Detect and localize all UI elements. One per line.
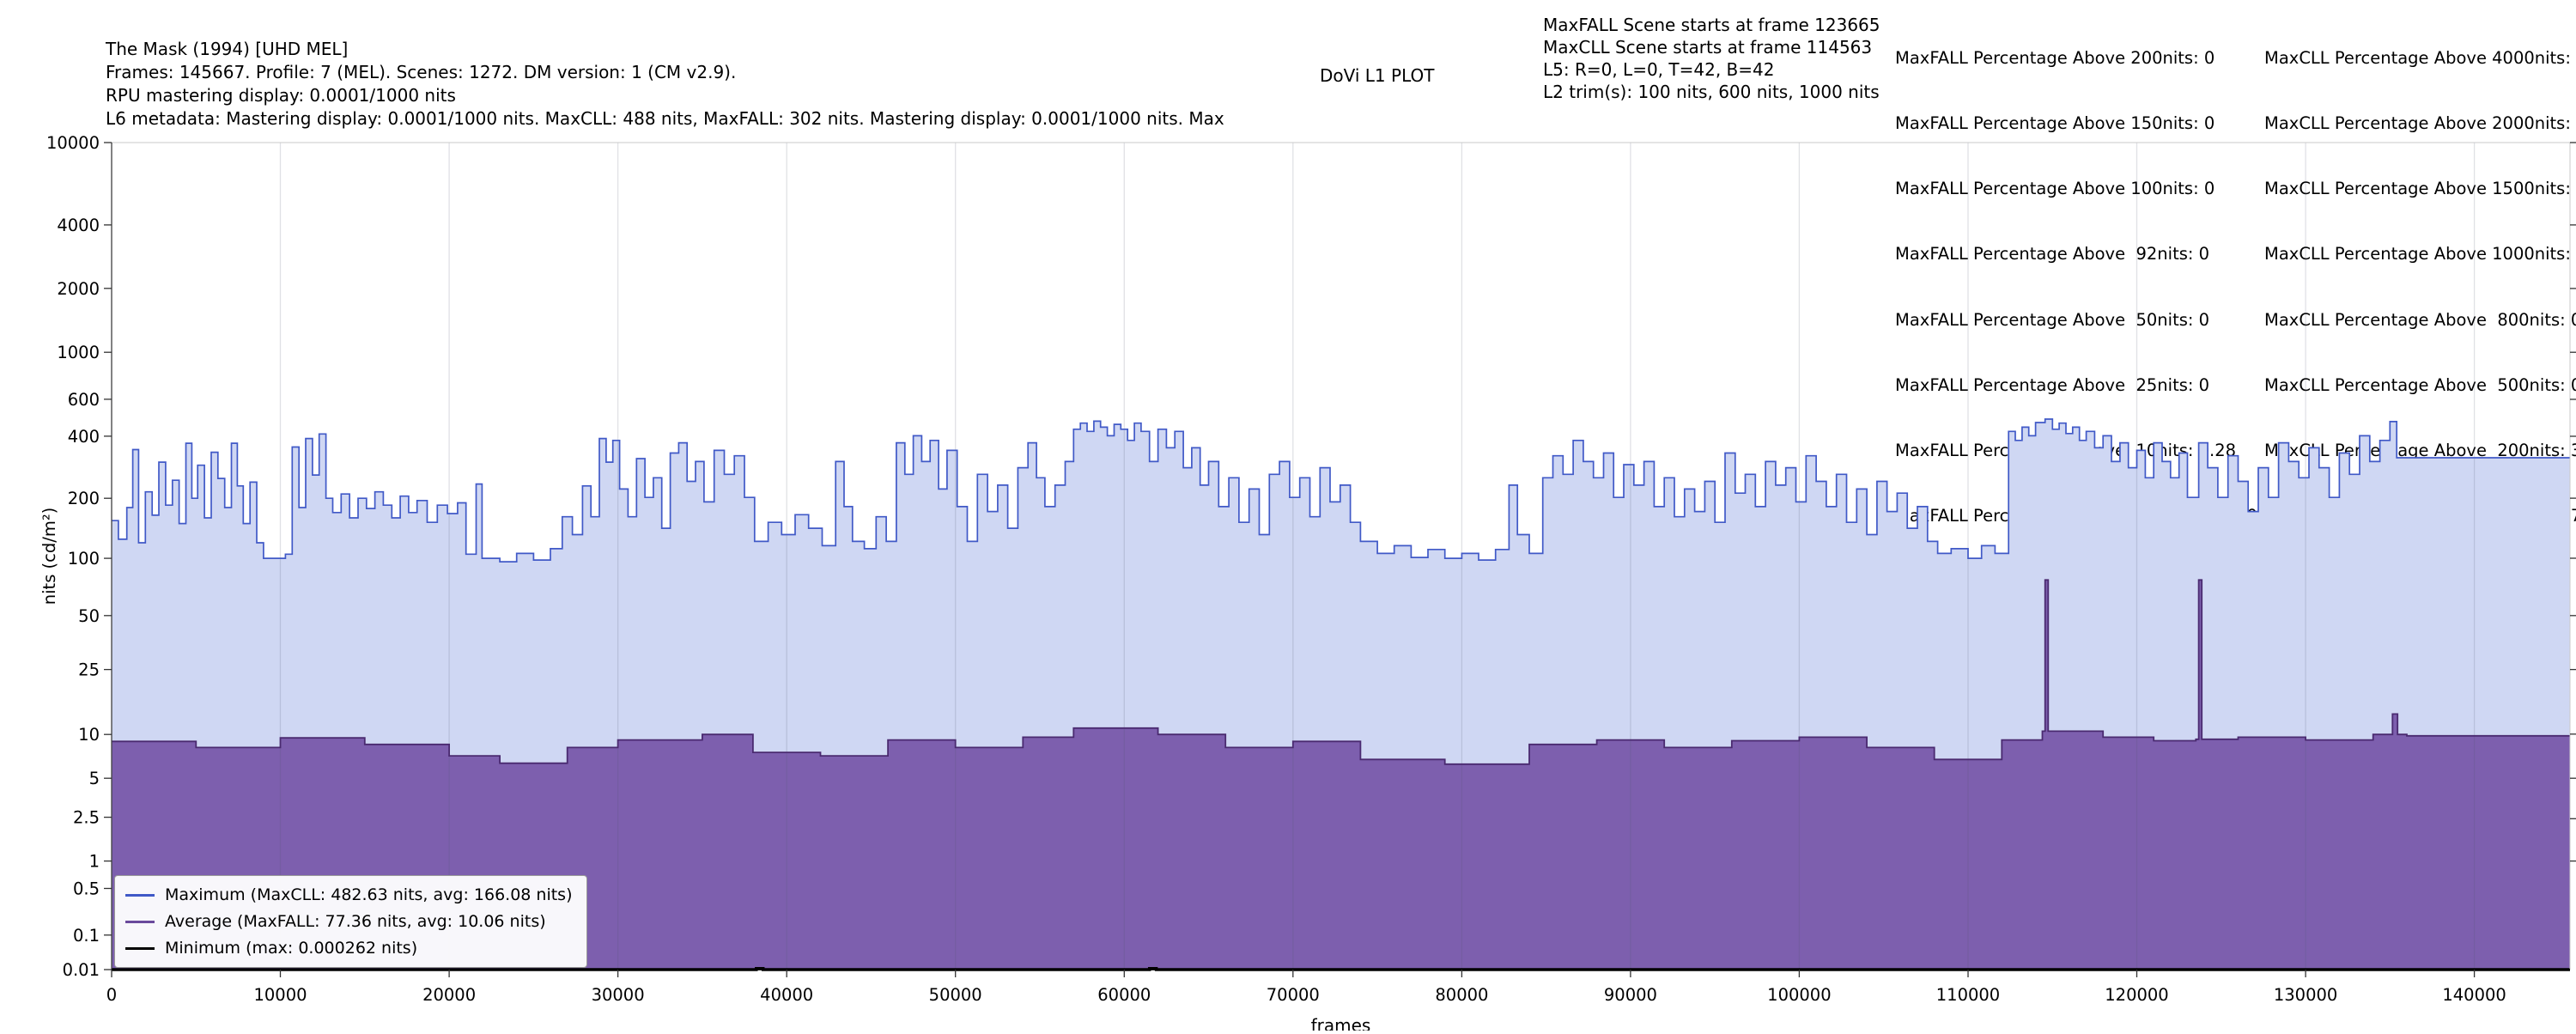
maxfall-stat-line: MaxFALL Percentage Above 100nits: 0: [1895, 179, 2215, 199]
minimum-line-swatch: [125, 946, 155, 950]
y-tick-label: 50: [78, 606, 100, 626]
l2-trims-line: L2 trim(s): 100 nits, 600 nits, 1000 nit…: [1543, 82, 1880, 102]
x-tick-label: 40000: [760, 985, 813, 1005]
x-tick-label: 120000: [2105, 985, 2168, 1005]
maxfall-scene-line: MaxFALL Scene starts at frame 123665: [1543, 15, 1880, 35]
x-tick-label: 90000: [1604, 985, 1657, 1005]
l6-metadata-line: L6 metadata: Mastering display: 0.0001/1…: [106, 108, 1224, 129]
legend-item-average: Average (MaxFALL: 77.36 nits, avg: 10.06…: [125, 911, 573, 932]
maxcll-stat-line: MaxCLL Percentage Above 2000nits: 0: [2264, 113, 2576, 134]
y-tick-label: 1: [89, 852, 100, 872]
average-area: [112, 580, 2570, 970]
x-tick-label: 80000: [1435, 985, 1488, 1005]
y-tick-label: 2.5: [73, 808, 100, 828]
l5-line: L5: R=0, L=0, T=42, B=42: [1543, 59, 1775, 80]
legend-item-maximum: Maximum (MaxCLL: 482.63 nits, avg: 166.0…: [125, 885, 573, 905]
average-line-swatch: [125, 920, 155, 923]
frames-profile-line: Frames: 145667. Profile: 7 (MEL). Scenes…: [106, 62, 737, 82]
movie-title: The Mask (1994) [UHD MEL]: [106, 39, 349, 59]
legend-item-minimum: Minimum (max: 0.000262 nits): [125, 938, 573, 958]
x-gridlines: [111, 143, 2476, 970]
legend-minimum-label: Minimum (max: 0.000262 nits): [165, 939, 418, 958]
y-tick-label: 1000: [57, 343, 100, 362]
y-tick-label: 0.01: [63, 960, 100, 980]
y-tick-label: 0.1: [73, 926, 100, 946]
y-tick-label: 100: [68, 549, 100, 569]
x-tick-label: 50000: [929, 985, 982, 1005]
maxfall-stat-line: MaxFALL Percentage Above 25nits: 0: [1895, 374, 2210, 395]
y-axis-right: 4095369633883079285126722372208118031542…: [2570, 142, 2576, 862]
x-tick-label: 30000: [592, 985, 645, 1005]
plot-spines: [111, 142, 2571, 970]
x-tick-label: 60000: [1097, 985, 1151, 1005]
x-tick-label: 130000: [2274, 985, 2337, 1005]
plot-title: DoVi L1 PLOT: [1320, 65, 1435, 86]
file-info-block: The Mask (1994) [UHD MEL] Frames: 145667…: [106, 38, 1224, 131]
maxfall-stat-line: MaxFALL Percentage Above 92nits: 0: [1895, 244, 2210, 265]
maxcll-stat-line: MaxCLL Percentage Above 800nits: 0: [2264, 309, 2576, 330]
y-tick-label: 25: [78, 660, 100, 680]
maxfall-stat-line: MaxFALL Percentage Above 150nits: 0: [1895, 113, 2215, 134]
maxfall-stat-line: MaxFALL Percentage Above 50nits: 0: [1895, 309, 2210, 330]
rpu-line: RPU mastering display: 0.0001/1000 nits: [106, 85, 456, 106]
maximum-line: [112, 418, 2570, 563]
maxfall-stat-line: MaxFALL Percentage Above 200nits: 0: [1895, 47, 2215, 68]
x-tick-label: 110000: [1936, 985, 2000, 1005]
y-tick-label: 10000: [46, 133, 100, 153]
x-axis-label: frames: [1311, 1015, 1371, 1031]
x-axis: 0 10000 20000 30000 40000 50000 60000 70000 8000…: [106, 970, 2506, 1005]
y-tick-label: 200: [68, 489, 100, 508]
x-tick-label: 20000: [422, 985, 476, 1005]
maxcll-stat-line: MaxCLL Percentage Above 1500nits: 0: [2264, 179, 2576, 199]
y-tick-label: 0.5: [73, 879, 100, 899]
maxcll-stat-line: MaxCLL Percentage Above 1000nits: 0: [2264, 244, 2576, 265]
plot-legend: Maximum (MaxCLL: 482.63 nits, avg: 166.0…: [114, 875, 587, 968]
y-tick-label: 5: [89, 769, 100, 788]
legend-average-label: Average (MaxFALL: 77.36 nits, avg: 10.06…: [165, 912, 546, 931]
y-tick-label: 10: [78, 725, 100, 745]
x-tick-label: 0: [106, 985, 117, 1005]
maximum-line-swatch: [125, 893, 155, 897]
x-tick-label: 10000: [253, 985, 307, 1005]
y-tick-label: 4000: [57, 216, 100, 235]
x-tick-label: 100000: [1767, 985, 1831, 1005]
y-tick-label: 400: [68, 427, 100, 447]
y-tick-label: 2000: [57, 279, 100, 299]
y-axis-label: nits (cd/m²): [39, 508, 59, 605]
maxcll-stat-line: MaxCLL Percentage Above 500nits: 0: [2264, 374, 2576, 395]
x-tick-label: 70000: [1267, 985, 1320, 1005]
average-line: [112, 579, 2570, 765]
legend-maximum-label: Maximum (MaxCLL: 482.63 nits, avg: 166.0…: [165, 885, 573, 904]
y-axis-left: 10000 4000 2000 1000 600 400 200 100 50 25 10 5 2.5 1…: [46, 133, 112, 980]
y-tick-label: 600: [68, 390, 100, 410]
maxcll-scene-line: MaxCLL Scene starts at frame 114563: [1543, 37, 1873, 58]
x-tick-label: 140000: [2442, 985, 2506, 1005]
maxcll-stat-line: MaxCLL Percentage Above 4000nits: 0: [2264, 47, 2576, 68]
scene-info-block: MaxFALL Scene starts at frame 123665 Max…: [1543, 14, 1880, 103]
